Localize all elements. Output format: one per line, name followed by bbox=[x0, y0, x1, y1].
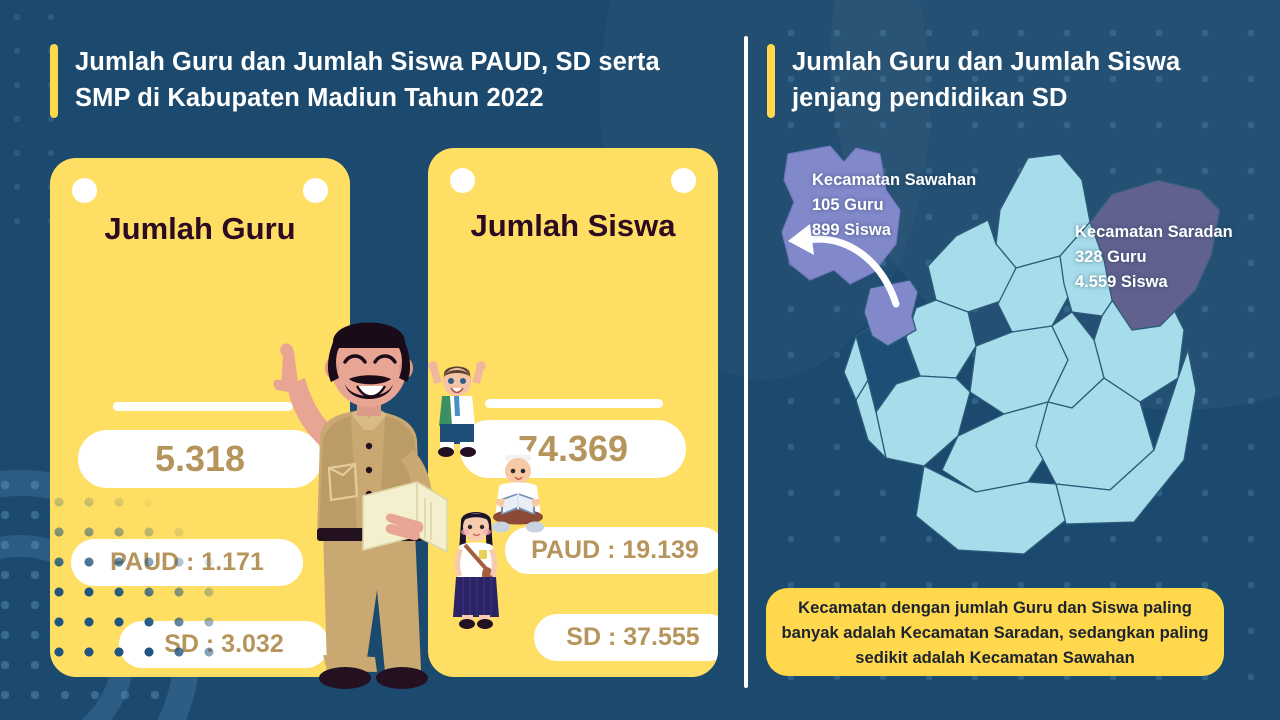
map-label-sawahan: Kecamatan Sawahan 105 Guru 899 Siswa bbox=[812, 168, 976, 243]
map-caption-box: Kecamatan dengan jumlah Guru dan Siswa p… bbox=[766, 588, 1224, 676]
siswa-sd-pill: SD : 37.555 bbox=[534, 614, 718, 661]
teacher-illustration bbox=[273, 322, 448, 689]
map-district-dark bbox=[855, 319, 921, 413]
map-district-far-southeast bbox=[1055, 349, 1197, 525]
right-panel-title: Jumlah Guru dan Jumlah Siswa jenjang pen… bbox=[767, 44, 1237, 118]
map-district-saradan bbox=[1089, 179, 1221, 331]
student-girl-illustration bbox=[453, 512, 499, 629]
left-panel-title-text: Jumlah Guru dan Jumlah Siswa PAUD, SD se… bbox=[75, 48, 660, 112]
student-boy-illustration bbox=[428, 361, 486, 457]
guru-total-pill: 5.318 bbox=[78, 430, 322, 488]
map-label-saradan-guru: 328 Guru bbox=[1075, 248, 1147, 266]
card-punch-hole-right bbox=[303, 178, 328, 203]
map-label-saradan: Kecamatan Saradan 328 Guru 4.559 Siswa bbox=[1075, 220, 1233, 295]
card-heading-rule bbox=[113, 402, 293, 411]
map-label-saradan-siswa: 4.559 Siswa bbox=[1075, 273, 1168, 291]
map-panel: Kecamatan Sawahan 105 Guru 899 Siswa Kec… bbox=[760, 140, 1260, 580]
title-accent-bar bbox=[767, 44, 775, 118]
card-punch-hole-right bbox=[671, 168, 696, 193]
siswa-total-pill: 74.369 bbox=[460, 420, 686, 478]
map-callout-arrowhead bbox=[788, 224, 814, 255]
student-reading-illustration bbox=[492, 446, 544, 533]
siswa-paud-pill: PAUD : 19.139 bbox=[505, 527, 718, 574]
card-heading-rule bbox=[485, 399, 663, 408]
card-punch-hole-left bbox=[450, 168, 475, 193]
title-accent-bar bbox=[50, 44, 58, 118]
panel-divider bbox=[744, 36, 748, 688]
card-dot-texture bbox=[50, 487, 219, 677]
map-label-saradan-name: Kecamatan Saradan bbox=[1075, 223, 1233, 241]
map-caption-text: Kecamatan dengan jumlah Guru dan Siswa p… bbox=[781, 597, 1209, 667]
map-district-sawahan bbox=[863, 279, 919, 347]
map-label-sawahan-siswa: 899 Siswa bbox=[812, 221, 891, 239]
left-panel-title: Jumlah Guru dan Jumlah Siswa PAUD, SD se… bbox=[50, 44, 720, 118]
card-punch-hole-left bbox=[72, 178, 97, 203]
stat-card-jumlah-guru: Jumlah Guru 5.318 PAUD : 1.171 SD : 3.03… bbox=[50, 158, 350, 677]
card-heading-siswa: Jumlah Siswa bbox=[470, 208, 676, 243]
map-label-sawahan-guru: 105 Guru bbox=[812, 196, 884, 214]
right-panel-title-text: Jumlah Guru dan Jumlah Siswa jenjang pen… bbox=[792, 48, 1181, 112]
madiun-regency-map bbox=[781, 145, 1221, 555]
map-district-southcenter bbox=[941, 401, 1057, 493]
card-heading-guru: Jumlah Guru bbox=[104, 211, 296, 246]
map-label-sawahan-name: Kecamatan Sawahan bbox=[812, 171, 977, 189]
map-callout-arrow bbox=[804, 235, 900, 308]
